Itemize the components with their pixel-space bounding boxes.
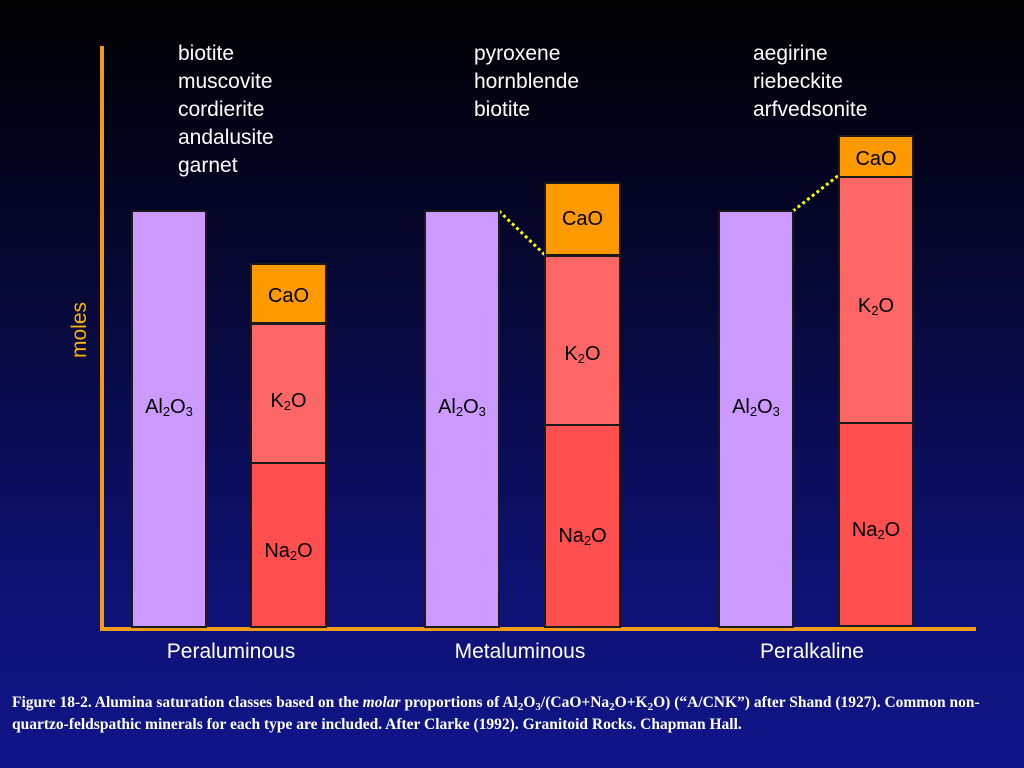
segment-k2o: [252, 325, 325, 464]
bar-cnk-metaluminous: [544, 182, 621, 628]
label-k2o-metaluminous: K2O: [564, 343, 601, 366]
label-cao-metaluminous: CaO: [561, 208, 604, 230]
segment-k2o: [546, 257, 619, 426]
label-al2o3-peraluminous: Al2O3: [145, 396, 193, 419]
mineral-item: muscovite: [178, 70, 273, 93]
label-cao-peraluminous: CaO: [267, 285, 310, 307]
segment-cao: [840, 137, 912, 178]
label-na2o-metaluminous: Na2O: [558, 525, 607, 548]
category-label-metaluminous: Metaluminous: [454, 640, 586, 663]
segment-cao: [546, 184, 619, 257]
mineral-item: arfvedsonite: [753, 98, 868, 121]
label-al2o3-metaluminous: Al2O3: [438, 396, 486, 419]
category-label-peralkaline: Peralkaline: [760, 640, 864, 663]
x-axis: [100, 627, 976, 631]
y-axis: [100, 46, 104, 630]
label-al2o3-peralkaline: Al2O3: [732, 396, 780, 419]
bar-cnk-peralkaline: [838, 135, 914, 627]
mineral-item: hornblende: [474, 70, 580, 93]
minerals-metaluminous: pyroxene hornblende biotite: [474, 40, 579, 124]
mineral-item: biotite: [178, 42, 235, 65]
mineral-item: andalusite: [178, 126, 274, 149]
mineral-item: biotite: [474, 98, 531, 121]
mineral-item: garnet: [178, 154, 238, 177]
connector-metaluminous: [497, 209, 547, 257]
minerals-peraluminous: biotite muscovite cordierite andalusite …: [178, 40, 274, 180]
mineral-item: pyroxene: [474, 42, 561, 65]
bar-al2o3-peralkaline: [718, 210, 794, 628]
segment-cao: [252, 265, 325, 325]
segment-k2o: [840, 178, 912, 424]
bar-cnk-peraluminous: [250, 263, 327, 628]
mineral-item: riebeckite: [753, 70, 843, 93]
label-k2o-peraluminous: K2O: [270, 390, 307, 413]
category-label-peraluminous: Peraluminous: [166, 640, 296, 663]
mineral-item: cordierite: [178, 98, 265, 121]
bar-al2o3-metaluminous: [424, 210, 500, 628]
label-k2o-peralkaline: K2O: [857, 295, 895, 318]
bar-al2o3-peraluminous: [131, 210, 207, 628]
label-cao-peralkaline: CaO: [855, 148, 897, 170]
connector-peralkaline: [792, 173, 840, 213]
figure-caption: Figure 18-2. Alumina saturation classes …: [12, 694, 980, 733]
label-na2o-peraluminous: Na2O: [264, 540, 313, 563]
minerals-peralkaline: aegirine riebeckite arfvedsonite: [753, 40, 867, 124]
mineral-item: aegirine: [753, 42, 828, 65]
label-na2o-peralkaline: Na2O: [851, 519, 901, 542]
